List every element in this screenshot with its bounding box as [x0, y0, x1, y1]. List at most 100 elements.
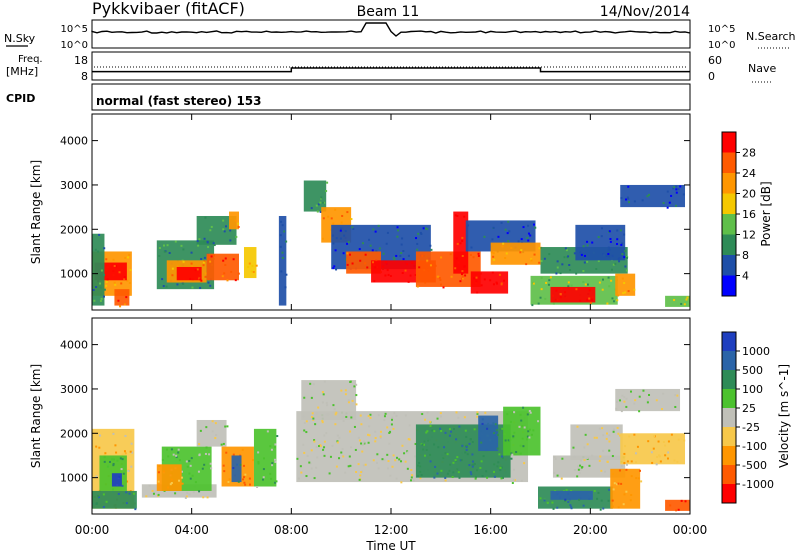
power-speck: [280, 220, 283, 223]
power-speck: [200, 279, 203, 282]
power-speck: [171, 267, 174, 270]
power-speck: [483, 235, 486, 238]
velocity-colorbar-swatch: [722, 332, 736, 352]
power-speck: [620, 243, 623, 246]
velocity-speck: [625, 397, 628, 400]
velocity-speck: [395, 414, 398, 417]
power-speck: [682, 193, 685, 196]
velocity-speck: [361, 450, 364, 453]
velocity-speck: [444, 479, 447, 482]
sky-left-tick-top: 10^5: [61, 24, 88, 35]
velocity-speck: [394, 459, 397, 462]
power-speck: [552, 302, 555, 305]
power-speck: [100, 297, 103, 300]
power-speck: [500, 283, 503, 286]
power-speck: [255, 264, 258, 267]
power-speck: [600, 235, 603, 238]
power-speck: [505, 252, 508, 255]
velocity-speck: [582, 504, 585, 507]
velocity-speck: [684, 500, 687, 503]
velocity-speck: [465, 446, 468, 449]
velocity-speck: [201, 467, 204, 470]
velocity-speck: [522, 445, 525, 448]
power-speck: [555, 289, 558, 292]
power-speck: [213, 244, 216, 247]
power-speck: [375, 250, 378, 253]
velocity-speck: [318, 443, 321, 446]
velocity-speck: [613, 482, 616, 485]
velocity-speck: [576, 425, 579, 428]
power-speck: [540, 276, 543, 279]
velocity-speck: [126, 489, 129, 492]
velocity-speck: [175, 456, 178, 459]
power-speck: [113, 281, 116, 284]
power-speck: [364, 253, 367, 256]
velocity-region-20: [610, 468, 641, 509]
power-speck: [534, 226, 537, 229]
power-speck: [575, 288, 578, 291]
velocity-speck: [355, 471, 358, 474]
power-speck: [606, 302, 609, 305]
velocity-speck: [338, 457, 341, 460]
velocity-speck: [556, 506, 559, 509]
velocity-speck: [423, 443, 426, 446]
velocity-speck: [561, 457, 564, 460]
power-speck: [194, 269, 197, 272]
power-speck: [461, 277, 464, 280]
power-speck: [225, 225, 228, 228]
velocity-speck: [358, 478, 361, 481]
velocity-speck: [296, 457, 299, 460]
power-speck: [475, 280, 478, 283]
power-speck: [222, 259, 225, 262]
velocity-speck: [625, 490, 628, 493]
velocity-speck: [617, 482, 620, 485]
velocity-speck: [603, 470, 606, 473]
power-speck: [386, 269, 389, 272]
velocity-speck: [345, 415, 348, 418]
velocity-speck: [452, 471, 455, 474]
power-speck: [213, 254, 216, 257]
power-speck: [510, 246, 513, 249]
velocity-speck: [588, 497, 591, 500]
power-speck: [206, 241, 209, 244]
velocity-speck: [493, 470, 496, 473]
power-speck: [105, 258, 108, 261]
power-speck: [407, 280, 410, 283]
velocity-speck: [579, 468, 582, 471]
velocity-speck: [379, 430, 382, 433]
velocity-speck: [209, 462, 212, 465]
velocity-speck: [249, 483, 252, 486]
velocity-speck: [243, 476, 246, 479]
velocity-speck: [444, 476, 447, 479]
power-speck: [237, 272, 240, 275]
velocity-speck: [131, 451, 134, 454]
velocity-speck: [188, 459, 191, 462]
velocity-speck: [316, 456, 319, 459]
velocity-speck: [408, 424, 411, 427]
colorbar-tick-label: 25: [742, 402, 756, 415]
power-speck: [402, 258, 405, 261]
velocity-speck: [621, 394, 624, 397]
power-speck: [507, 220, 510, 223]
velocity-speck: [471, 460, 474, 463]
power-speck: [582, 245, 585, 248]
velocity-speck: [648, 393, 651, 396]
velocity-speck: [374, 437, 377, 440]
power-speck: [349, 253, 352, 256]
frequency-trace: [92, 67, 690, 73]
power-speck: [493, 258, 496, 261]
velocity-speck: [274, 481, 277, 484]
velocity-speck: [501, 455, 504, 458]
power-speck: [325, 190, 328, 193]
power-speck: [491, 271, 494, 274]
power-speck: [283, 230, 286, 233]
velocity-speck: [617, 506, 620, 509]
frequency-panel: Freq. [MHz] 18 8 60 0 Nave: [6, 51, 776, 83]
velocity-speck: [583, 459, 586, 462]
velocity-speck: [612, 430, 615, 433]
power-speck: [666, 206, 669, 209]
velocity-speck: [368, 434, 371, 437]
power-speck: [230, 270, 233, 273]
power-speck: [540, 288, 543, 291]
power-region-11: [278, 215, 287, 306]
